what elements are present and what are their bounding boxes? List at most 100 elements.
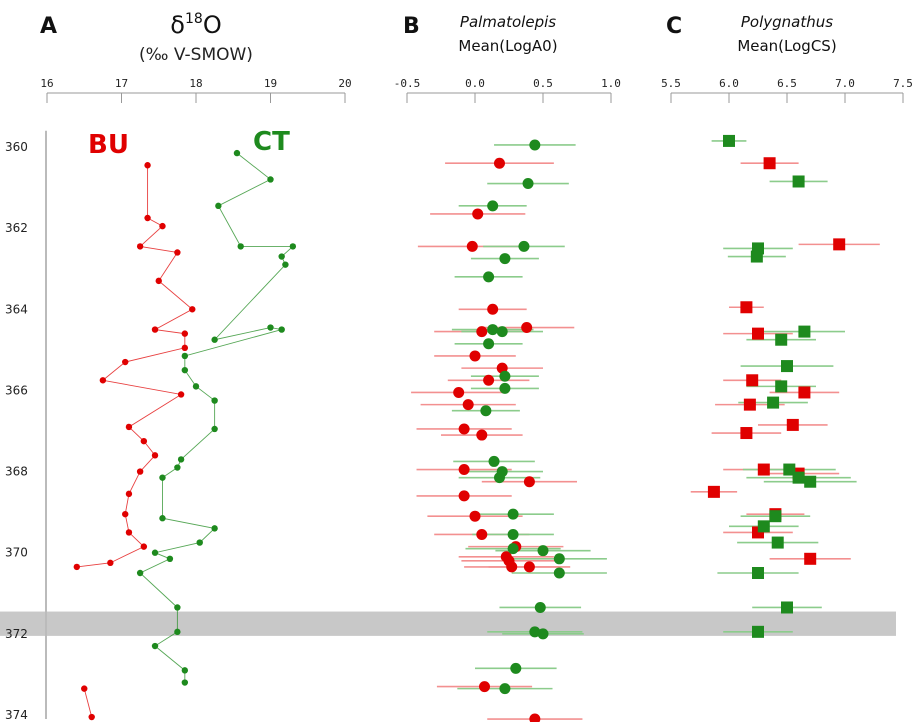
- panel-c-genus: Polygnathus: [741, 13, 833, 31]
- data-point-bu: [757, 463, 770, 476]
- data-point-bu: [798, 386, 811, 399]
- panel-a-title: δ18O: [170, 11, 221, 39]
- data-point-bu: [466, 240, 478, 252]
- data-point-bu: [453, 386, 465, 398]
- data-point-ct: [493, 472, 505, 484]
- data-point-bu: [487, 303, 499, 315]
- data-point-bu: [786, 418, 799, 431]
- data-point-ct: [781, 360, 793, 373]
- data-point-ct: [483, 271, 495, 283]
- x-tick-label: -0.5: [394, 77, 421, 90]
- panel-c-measure: Mean(LogCS): [737, 37, 836, 55]
- data-point-ct: [174, 628, 181, 636]
- data-point-ct: [174, 464, 181, 471]
- data-point-bu: [107, 559, 114, 567]
- data-point-ct: [483, 338, 495, 350]
- data-point-ct: [289, 243, 297, 250]
- data-point-bu: [506, 561, 518, 573]
- data-point-ct: [211, 397, 218, 404]
- data-point-bu: [81, 685, 88, 692]
- data-point-bu: [181, 330, 189, 337]
- data-point-ct: [267, 176, 274, 183]
- marks-layer: [73, 134, 880, 722]
- panel-a-subtitle: (‰ V-SMOW): [139, 45, 253, 65]
- data-point-bu: [125, 490, 133, 498]
- data-point-bu: [122, 358, 129, 366]
- data-point-bu: [752, 327, 764, 340]
- x-tick-label: 0.5: [533, 77, 553, 90]
- data-point-bu: [476, 326, 488, 338]
- data-point-bu: [476, 429, 488, 441]
- data-point-ct: [267, 324, 274, 331]
- data-point-ct: [752, 625, 764, 638]
- x-tick-label: 5.5: [661, 77, 681, 90]
- data-point-ct: [792, 175, 805, 188]
- data-point-ct: [553, 567, 565, 579]
- data-point-bu: [472, 208, 484, 220]
- data-point-ct: [507, 543, 519, 555]
- data-point-bu: [740, 427, 753, 440]
- data-point-ct: [553, 553, 565, 565]
- depth-tick-label: 366: [5, 383, 28, 397]
- data-point-bu: [144, 214, 151, 222]
- data-point-ct: [496, 326, 508, 338]
- series-label-bu: BU: [88, 130, 129, 160]
- x-tick-label: 17: [115, 77, 128, 90]
- data-point-bu: [122, 510, 129, 518]
- data-point-ct: [534, 601, 546, 613]
- data-point-ct: [174, 604, 181, 611]
- data-point-ct: [159, 474, 166, 481]
- data-point-ct: [767, 396, 780, 409]
- data-point-ct: [166, 555, 174, 562]
- data-point-ct: [136, 569, 144, 577]
- data-point-ct: [487, 324, 499, 336]
- data-point-bu: [462, 399, 474, 411]
- panel-c-letter: C: [666, 14, 682, 39]
- data-point-ct: [233, 149, 241, 157]
- x-tick-label: 20: [338, 77, 351, 90]
- x-tick-label: 6.5: [777, 77, 797, 90]
- depth-tick-label: 360: [5, 140, 28, 154]
- data-point-ct: [522, 178, 534, 190]
- data-point-ct: [769, 510, 782, 523]
- data-point-bu: [804, 552, 817, 565]
- data-point-ct: [181, 667, 189, 674]
- data-point-bu: [151, 452, 159, 459]
- data-point-bu: [746, 374, 759, 387]
- data-point-ct: [804, 475, 817, 488]
- data-point-bu: [174, 249, 181, 256]
- x-tick-label: 6.0: [719, 77, 739, 90]
- data-point-bu: [833, 238, 846, 251]
- data-point-ct: [282, 261, 289, 268]
- data-point-ct: [211, 525, 218, 532]
- data-point-bu: [159, 222, 166, 230]
- data-point-ct: [215, 202, 222, 210]
- data-point-bu: [73, 563, 81, 571]
- depth-tick-label: 368: [5, 465, 28, 479]
- data-point-ct: [499, 683, 511, 695]
- data-point-ct: [537, 545, 549, 557]
- data-point-ct: [151, 642, 159, 650]
- data-point-bu: [479, 681, 491, 693]
- data-point-ct: [752, 567, 764, 579]
- data-point-ct: [781, 601, 793, 614]
- data-point-bu: [740, 301, 753, 314]
- x-tick-label: 0.0: [465, 77, 485, 90]
- data-point-ct: [237, 243, 244, 250]
- data-point-bu: [155, 277, 162, 285]
- data-point-ct: [723, 134, 735, 147]
- data-point-bu: [707, 485, 720, 498]
- data-point-bu: [181, 344, 189, 352]
- data-point-bu: [493, 157, 505, 169]
- data-point-bu: [144, 162, 151, 169]
- data-point-bu: [140, 437, 148, 445]
- data-point-bu: [136, 243, 144, 250]
- x-tick-label: 1.0: [601, 77, 621, 90]
- data-point-bu: [529, 713, 541, 722]
- data-point-ct: [196, 539, 203, 546]
- data-point-ct: [792, 471, 805, 484]
- series-line-bu: [83, 688, 93, 718]
- data-point-bu: [125, 529, 133, 536]
- data-point-ct: [278, 326, 285, 333]
